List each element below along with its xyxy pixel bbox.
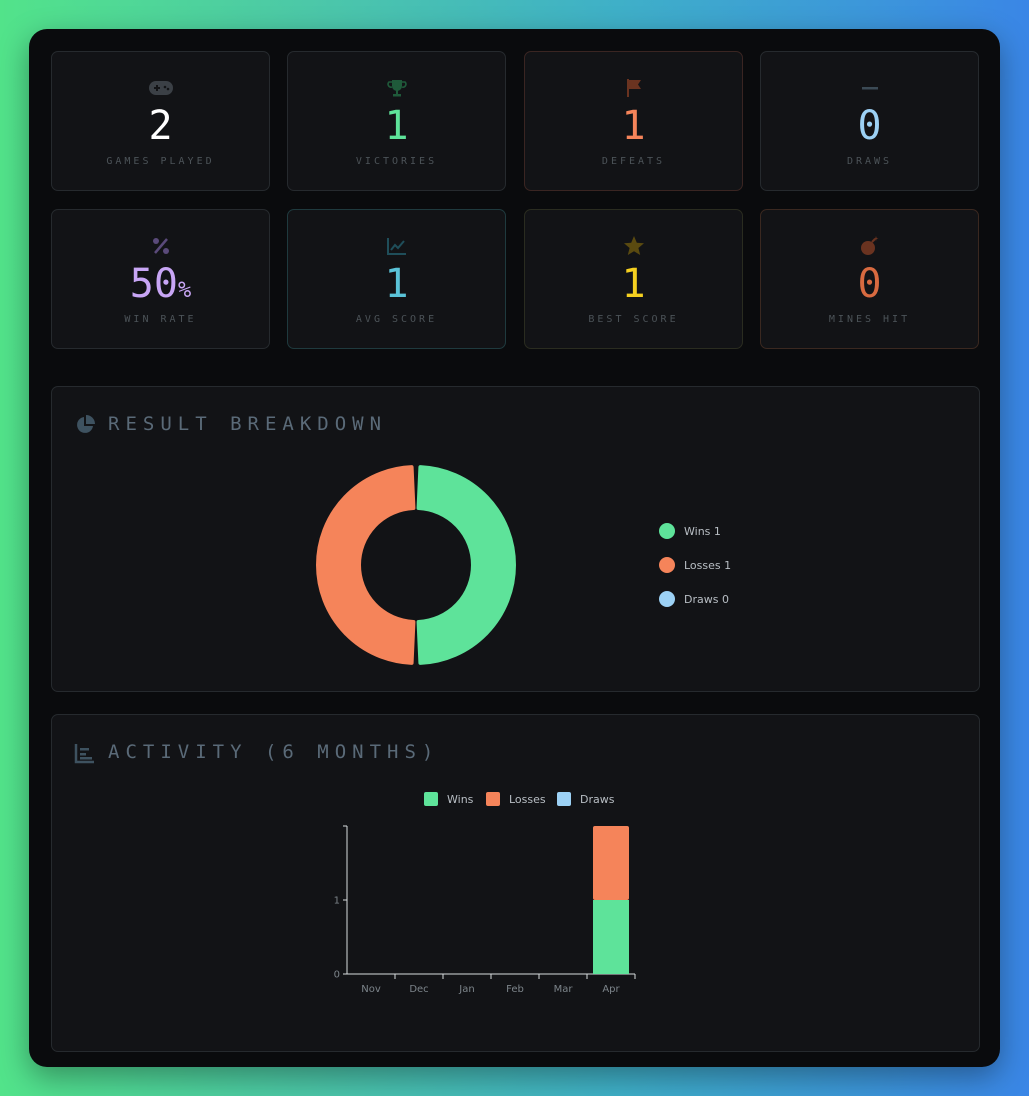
stat-label: BEST SCORE xyxy=(588,314,679,325)
percent-icon xyxy=(52,236,269,256)
stat-card-victories: 1 VICTORIES xyxy=(287,51,506,191)
bar-losses-apr[interactable] xyxy=(593,826,629,900)
trophy-icon xyxy=(288,78,505,98)
stat-label: VICTORIES xyxy=(355,156,438,167)
legend-label: Wins xyxy=(684,524,711,538)
legend-draws[interactable]: Draws xyxy=(557,792,614,806)
stat-label: MINES HIT xyxy=(828,314,911,325)
x-tick-label: Jan xyxy=(458,984,474,995)
legend-losses[interactable]: Losses 1 xyxy=(659,557,731,573)
legend-label: Losses xyxy=(684,558,721,572)
pie-chart-icon xyxy=(74,414,96,440)
stat-value: 50% xyxy=(52,262,269,313)
stat-value: 1 xyxy=(288,104,505,148)
legend-count: 0 xyxy=(721,592,729,606)
stat-value: 0 xyxy=(761,104,978,148)
stat-unit: % xyxy=(177,278,192,303)
bar-chart-icon xyxy=(74,742,96,768)
legend-count: 1 xyxy=(724,558,732,572)
legend-swatch xyxy=(659,591,675,607)
stat-card-avg-score: 1 AVG SCORE xyxy=(287,209,506,349)
stat-label: WIN RATE xyxy=(124,314,197,325)
x-tick-label: Nov xyxy=(361,984,381,995)
y-tick-label: 1 xyxy=(334,896,340,907)
legend-label: Wins xyxy=(447,792,474,806)
donut-slice-wins[interactable] xyxy=(416,465,516,665)
stat-value: 2 xyxy=(52,104,269,148)
stat-card-draws: 0 DRAWS xyxy=(760,51,979,191)
bomb-icon xyxy=(761,236,978,256)
stat-card-games-played: 2 GAMES PLAYED xyxy=(51,51,270,191)
legend-label: Losses xyxy=(509,792,546,806)
legend-swatch xyxy=(424,792,438,806)
legend-label: Draws xyxy=(580,792,615,806)
legend-draws[interactable]: Draws 0 xyxy=(659,591,729,607)
stat-number: 1 xyxy=(621,261,646,307)
legend-swatch xyxy=(557,792,571,806)
activity-bar-chart: 0 1 Nov Dec Jan Feb Mar Apr xyxy=(334,825,636,995)
gamepad-icon xyxy=(52,78,269,98)
activity-section: ACTIVITY (6 MONTHS) Wins Losses Draws 0 1… xyxy=(51,714,980,1052)
stat-number: 1 xyxy=(621,103,646,149)
y-tick-label: 0 xyxy=(334,970,340,981)
stat-number: 0 xyxy=(857,261,882,307)
stat-value: 0 xyxy=(761,262,978,306)
stat-card-defeats: 1 DEFEATS xyxy=(524,51,743,191)
bar-wins-apr[interactable] xyxy=(593,900,629,974)
donut-chart xyxy=(316,465,516,665)
section-title: ACTIVITY (6 MONTHS) xyxy=(108,741,440,763)
flag-icon xyxy=(525,78,742,98)
stat-label: AVG SCORE xyxy=(355,314,438,325)
legend-count: 1 xyxy=(713,524,721,538)
star-icon xyxy=(525,236,742,256)
minus-icon xyxy=(761,78,978,98)
legend-swatch xyxy=(659,557,675,573)
x-tick-label: Feb xyxy=(506,984,524,995)
legend-wins[interactable]: Wins xyxy=(424,792,473,806)
stat-number: 1 xyxy=(384,103,409,149)
legend-wins[interactable]: Wins 1 xyxy=(659,523,721,539)
donut-slice-losses[interactable] xyxy=(316,465,416,665)
stat-value: 1 xyxy=(525,104,742,148)
result-breakdown-section: RESULT BREAKDOWN Wins 1 Losses 1 Draws 0 xyxy=(51,386,980,692)
stat-label: GAMES PLAYED xyxy=(106,156,215,167)
stat-number: 50 xyxy=(129,261,178,307)
legend-label: Draws xyxy=(684,592,719,606)
stat-card-mines-hit: 0 MINES HIT xyxy=(760,209,979,349)
stat-card-best-score: 1 BEST SCORE xyxy=(524,209,743,349)
legend-swatch xyxy=(486,792,500,806)
section-title: RESULT BREAKDOWN xyxy=(108,413,388,435)
legend-losses[interactable]: Losses xyxy=(486,792,546,806)
trend-chart-icon xyxy=(288,236,505,256)
legend-swatch xyxy=(659,523,675,539)
stat-value: 1 xyxy=(288,262,505,306)
stat-label: DEFEATS xyxy=(601,156,666,167)
stat-number: 0 xyxy=(857,103,882,149)
x-tick-label: Apr xyxy=(602,984,620,995)
stat-number: 1 xyxy=(384,261,409,307)
stat-label: DRAWS xyxy=(846,156,893,167)
x-tick-label: Mar xyxy=(554,984,574,995)
stat-value: 1 xyxy=(525,262,742,306)
stat-card-win-rate: 50% WIN RATE xyxy=(51,209,270,349)
stat-number: 2 xyxy=(148,103,173,149)
x-tick-label: Dec xyxy=(409,984,428,995)
